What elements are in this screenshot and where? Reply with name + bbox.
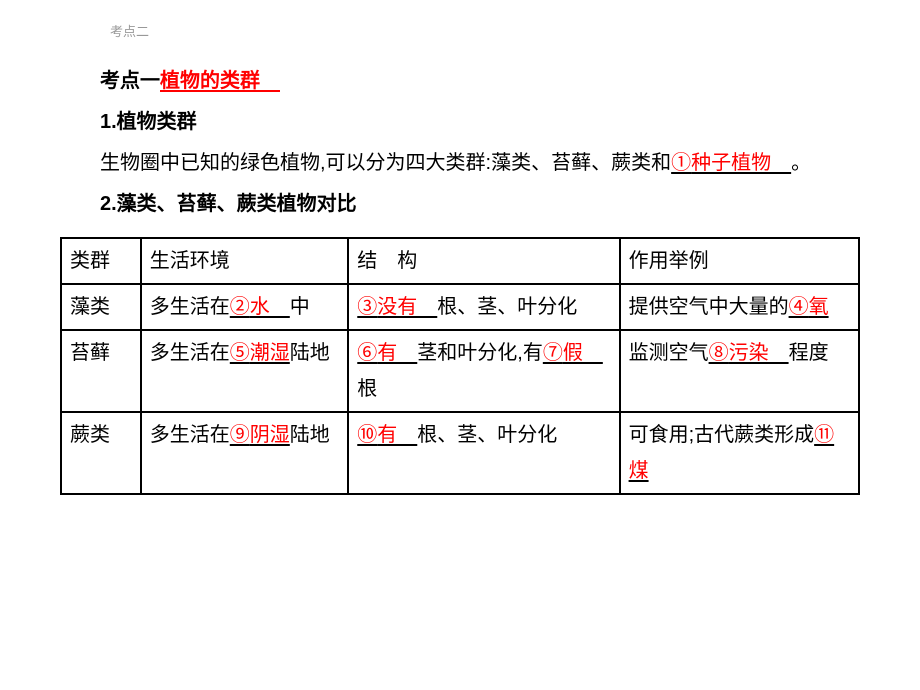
section2-heading: 2.藻类、苔藓、蕨类植物对比	[60, 186, 860, 222]
row2-use-prefix: 监测空气	[629, 342, 709, 364]
row3-use: 可食用;古代蕨类形成⑪ 煤	[620, 412, 859, 494]
row3-env-suffix: 陆地	[290, 424, 330, 446]
row3-env-prefix: 多生活在	[150, 424, 230, 446]
row1-env: 多生活在②水 中	[141, 284, 348, 330]
row2-env: 多生活在⑤潮湿陆地	[141, 330, 348, 412]
table-row: 藻类 多生活在②水 中 ③没有 根、茎、叶分化 提供空气中大量的④氧	[61, 284, 859, 330]
row2-struct-mid: 茎和叶分化,有	[417, 342, 543, 364]
row3-struct-mid: 根、茎、叶分化	[417, 424, 557, 446]
header-struct-b: 构	[397, 250, 417, 272]
heading-prefix: 考点一	[100, 70, 160, 92]
row3-struct: ⑩有 根、茎、叶分化	[348, 412, 619, 494]
row1-use-fill: 氧	[809, 296, 829, 318]
row1-struct: ③没有 根、茎、叶分化	[348, 284, 619, 330]
table-header-row: 类群 生活环境 结 构 作用举例	[61, 238, 859, 284]
section1-number: 1	[100, 111, 111, 133]
row2-struct-fill1: 有	[377, 342, 417, 364]
row1-env-num: ②	[230, 296, 250, 318]
row1-group: 藻类	[61, 284, 141, 330]
table-row: 苔藓 多生活在⑤潮湿陆地 ⑥有 茎和叶分化,有⑦假 根 监测空气⑧污染 程度	[61, 330, 859, 412]
section1-heading: 1.植物类群	[60, 104, 860, 140]
row1-use-prefix: 提供空气中大量的	[629, 296, 789, 318]
row1-env-suffix: 中	[290, 296, 310, 318]
header-group: 类群	[61, 238, 141, 284]
row2-struct-fill2: 假	[563, 342, 603, 364]
row2-struct-num1: ⑥	[357, 342, 377, 364]
row2-use-fill: 污染	[729, 342, 789, 364]
row2-use-suffix: 程度	[789, 342, 829, 364]
row2-struct-suffix: 根	[357, 378, 377, 400]
row3-env-num: ⑨	[230, 424, 250, 446]
row1-use: 提供空气中大量的④氧	[620, 284, 859, 330]
section2-title: .藻类、苔藓、蕨类植物对比	[111, 193, 357, 215]
section2-number: 2	[100, 193, 111, 215]
fill1-number: ①	[671, 152, 691, 174]
row2-use-num: ⑧	[709, 342, 729, 364]
section1-body-suffix: 。	[791, 152, 811, 174]
row2-env-suffix: 陆地	[290, 342, 330, 364]
row3-use-num: ⑪	[814, 424, 834, 446]
tab-label: 考点二	[110, 20, 860, 43]
table-row: 蕨类 多生活在⑨阴湿陆地 ⑩有 根、茎、叶分化 可食用;古代蕨类形成⑪ 煤	[61, 412, 859, 494]
header-use: 作用举例	[620, 238, 859, 284]
row3-group: 蕨类	[61, 412, 141, 494]
row1-struct-num: ③	[357, 296, 377, 318]
row3-use-prefix: 可食用;古代蕨类形成	[629, 424, 815, 446]
row1-env-prefix: 多生活在	[150, 296, 230, 318]
row2-struct: ⑥有 茎和叶分化,有⑦假 根	[348, 330, 619, 412]
row2-group: 苔藓	[61, 330, 141, 412]
row1-use-num: ④	[789, 296, 809, 318]
header-struct-a: 结	[357, 250, 377, 272]
row1-struct-mid: 根、茎、叶分化	[437, 296, 577, 318]
row3-struct-fill: 有	[377, 424, 417, 446]
row1-struct-fill: 没有	[377, 296, 437, 318]
header-struct: 结 构	[348, 238, 619, 284]
section1-body: 生物圈中已知的绿色植物,可以分为四大类群:藻类、苔藓、蕨类和①种子植物 。	[60, 145, 860, 181]
heading-title: 植物的类群	[160, 70, 280, 92]
main-heading: 考点一植物的类群	[60, 63, 860, 99]
header-env: 生活环境	[141, 238, 348, 284]
row3-env-fill: 阴湿	[250, 424, 290, 446]
section1-body-prefix: 生物圈中已知的绿色植物,可以分为四大类群:藻类、苔藓、蕨类和	[100, 152, 671, 174]
row2-env-num: ⑤	[230, 342, 250, 364]
row3-use-fill: 煤	[629, 460, 649, 482]
fill1-text: 种子植物	[691, 152, 791, 174]
row2-use: 监测空气⑧污染 程度	[620, 330, 859, 412]
row3-struct-num: ⑩	[357, 424, 377, 446]
row2-struct-num2: ⑦	[543, 342, 563, 364]
comparison-table: 类群 生活环境 结 构 作用举例 藻类 多生活在②水 中 ③没有 根、茎、叶分化…	[60, 237, 860, 495]
section1-title: .植物类群	[111, 111, 197, 133]
row3-env: 多生活在⑨阴湿陆地	[141, 412, 348, 494]
row2-env-prefix: 多生活在	[150, 342, 230, 364]
row2-env-fill: 潮湿	[250, 342, 290, 364]
row1-env-fill: 水	[250, 296, 290, 318]
